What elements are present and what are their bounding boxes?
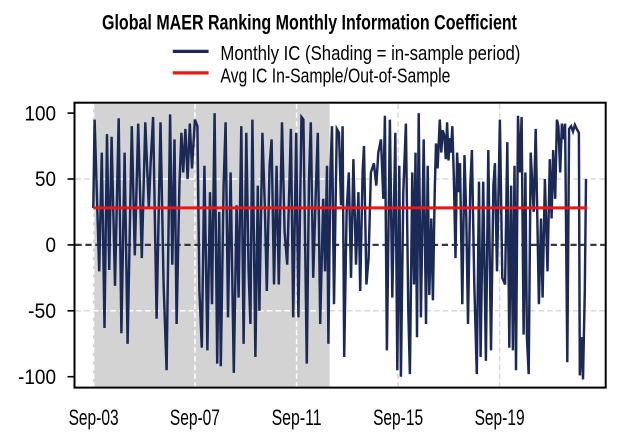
svg-text:Sep-03: Sep-03 bbox=[69, 405, 119, 430]
svg-text:Sep-11: Sep-11 bbox=[272, 405, 322, 430]
svg-text:-50: -50 bbox=[28, 300, 56, 323]
svg-text:Avg IC In-Sample/Out-of-Sample: Avg IC In-Sample/Out-of-Sample bbox=[220, 65, 450, 87]
svg-text:0: 0 bbox=[46, 234, 57, 257]
svg-text:Global MAER Ranking Monthly In: Global MAER Ranking Monthly Information … bbox=[102, 11, 517, 35]
svg-text:Sep-15: Sep-15 bbox=[373, 405, 423, 430]
svg-text:Sep-07: Sep-07 bbox=[170, 405, 220, 430]
svg-text:Monthly IC (Shading = in-sampl: Monthly IC (Shading = in-sample period) bbox=[220, 43, 520, 65]
svg-text:50: 50 bbox=[35, 168, 56, 191]
svg-text:100: 100 bbox=[25, 102, 57, 125]
svg-text:-100: -100 bbox=[18, 366, 56, 389]
svg-text:Sep-19: Sep-19 bbox=[475, 405, 525, 430]
